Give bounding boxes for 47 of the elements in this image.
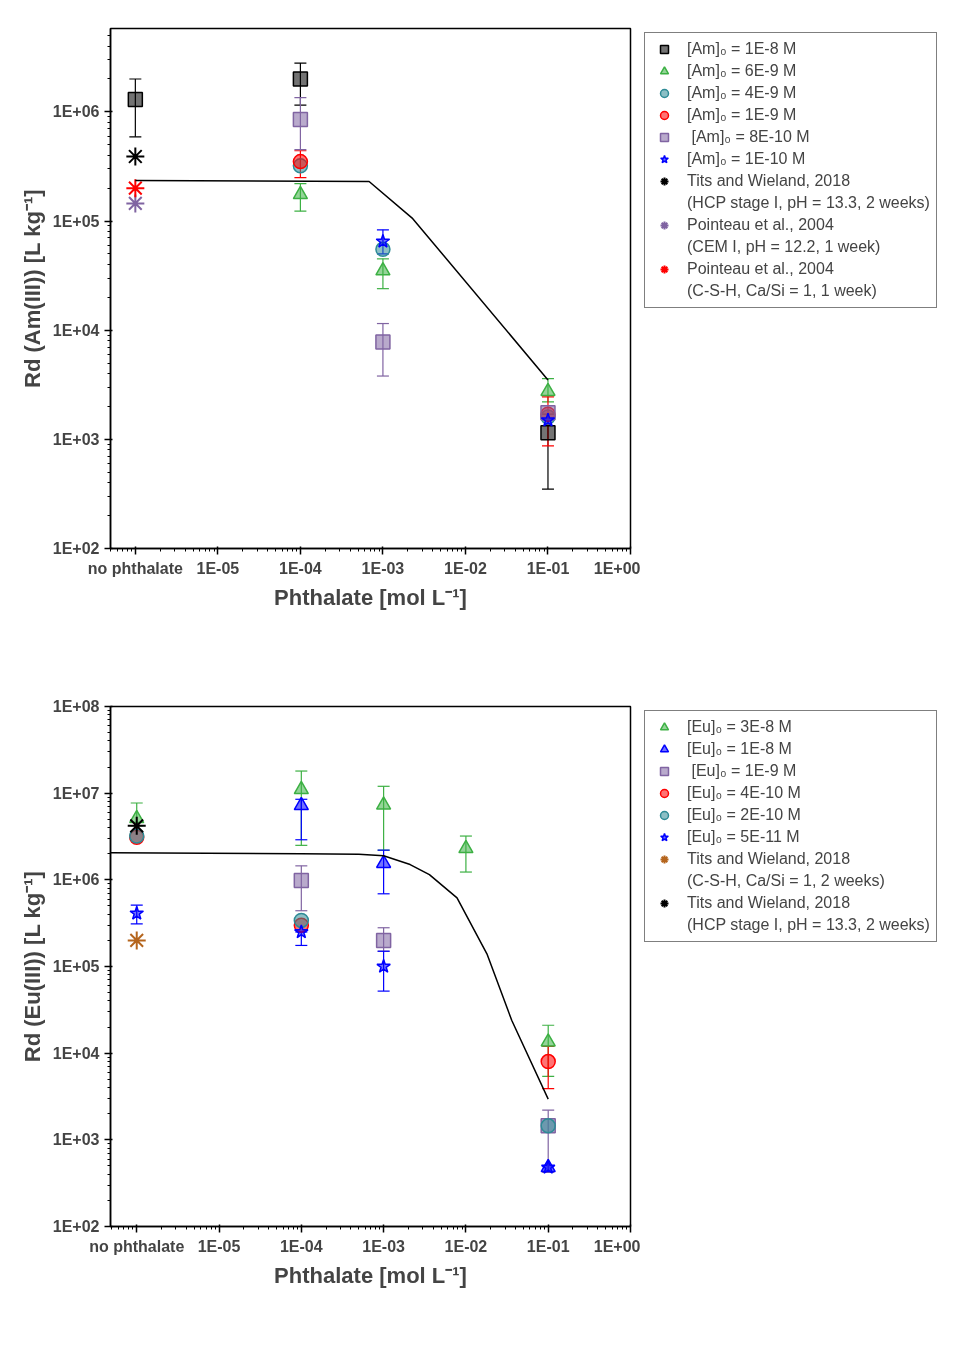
y-axis-title: Rd (Eu(III)) [L kg⁻¹] [19, 871, 45, 1063]
x-tick-label: 1E-03 [362, 1237, 406, 1255]
legend-label: [Am]₀ = 1E-10 M [687, 149, 806, 169]
legend-label: [Eu]₀ = 1E-8 M [687, 739, 792, 759]
legend-label: Pointeau et al., 2004 (CEM I, pH = 12.2, 1 week) [687, 215, 881, 257]
x-tick-label: 1E+00 [593, 1237, 641, 1255]
y-tick-label: 1E+03 [52, 1131, 100, 1149]
y-tick-label: 1E+06 [52, 871, 100, 889]
legend-label: [Eu]₀ = 3E-8 M [687, 717, 792, 737]
x-tick-label: no phthalate [89, 1237, 185, 1255]
x-tick-label: 1E-01 [526, 559, 570, 577]
x-tick-label: 1E+00 [593, 559, 641, 577]
y-tick-label: 1E+04 [52, 321, 100, 339]
legend-label: [Am]₀ = 6E-9 M [687, 61, 797, 81]
x-tick-label: 1E-03 [361, 559, 405, 577]
y-tick-label: 1E+05 [52, 212, 100, 230]
legend-label: [Eu]₀ = 5E-11 M [687, 827, 800, 847]
x-tick-label: 1E-02 [444, 559, 487, 577]
x-tick-label: no phthalate [87, 559, 183, 577]
x-tick-label: 1E-01 [526, 1237, 570, 1255]
y-tick-label: 1E+02 [52, 540, 100, 557]
legend-label: [Am]₀ = 8E-10 M [690, 127, 810, 147]
legend-label: Tits and Wieland, 2018 (HCP stage I, pH = 13.3, 2 weeks) [687, 171, 930, 213]
x-tick-label: 1E-04 [279, 1237, 323, 1255]
legend-label: [Eu]₀ = 2E-10 M [687, 805, 801, 825]
y-tick-label: 1E+07 [52, 784, 100, 802]
x-tick-label: 1E-04 [279, 559, 322, 577]
legend-label: Pointeau et al., 2004 (C-S-H, Ca/Si = 1, 1 week) [687, 259, 877, 301]
legend-label: [Am]₀ = 1E-8 M [687, 39, 797, 59]
y-tick-label: 1E+06 [52, 103, 100, 121]
legend-label: Tits and Wieland, 2018 (C-S-H, Ca/Si = 1, 2 weeks) [687, 849, 885, 891]
legend-label: [Am]₀ = 4E-9 M [687, 83, 797, 103]
legend-label: [Eu]₀ = 1E-9 M [690, 761, 797, 781]
y-tick-label: 1E+02 [52, 1218, 100, 1235]
x-tick-label: 1E-05 [196, 559, 240, 577]
x-tick-label: 1E-05 [197, 1237, 241, 1255]
y-tick-label: 1E+05 [52, 958, 100, 975]
y-axis-title: Rd (Am(III)) [L kg⁻¹] [19, 189, 45, 388]
y-tick-label: 1E+04 [52, 1044, 100, 1062]
legend-label: [Eu]₀ = 4E-10 M [687, 783, 801, 803]
y-tick-label: 1E+03 [52, 430, 100, 448]
x-axis-title: Phthalate [mol L⁻¹] [274, 584, 467, 610]
x-axis-title: Phthalate [mol L⁻¹] [274, 1262, 467, 1288]
y-tick-label: 1E+08 [52, 698, 100, 715]
legend-label: Tits and Wieland, 2018 (HCP stage I, pH = 13.3, 2 weeks) [687, 893, 930, 935]
x-tick-label: 1E-02 [444, 1237, 488, 1255]
legend-label: [Am]₀ = 1E-9 M [687, 105, 797, 125]
